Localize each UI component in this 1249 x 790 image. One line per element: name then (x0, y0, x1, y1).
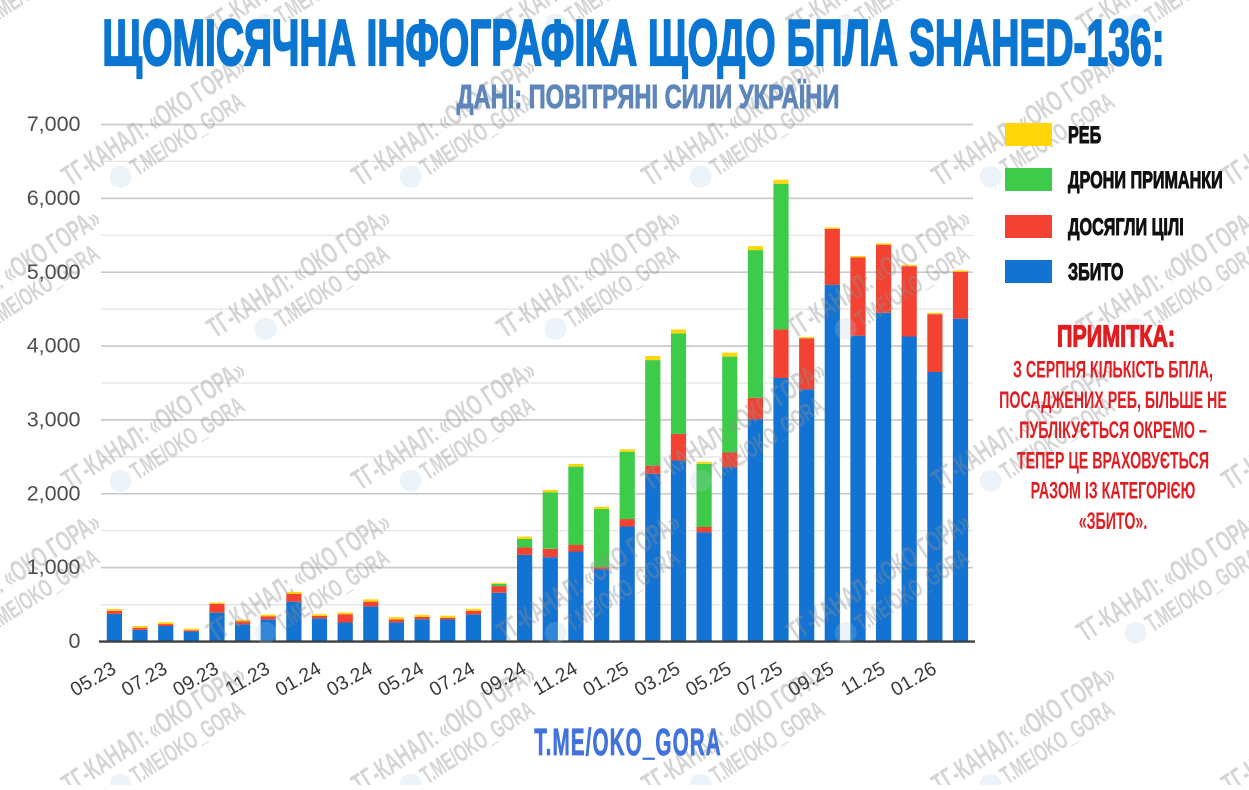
svg-text:7,000: 7,000 (27, 112, 81, 136)
svg-text:0: 0 (69, 629, 81, 653)
svg-text:ТЕПЕР ЦЕ ВРАХОВУЄТЬСЯ: ТЕПЕР ЦЕ ВРАХОВУЄТЬСЯ (1017, 448, 1209, 475)
svg-text:ПРИМІТКА:: ПРИМІТКА: (1057, 319, 1175, 354)
svg-text:ПУБЛІКУЄТЬСЯ ОКРЕМО –: ПУБЛІКУЄТЬСЯ ОКРЕМО – (1019, 417, 1207, 444)
svg-text:ДОСЯГЛИ ЦІЛІ: ДОСЯГЛИ ЦІЛІ (1068, 214, 1184, 241)
svg-text:4,000: 4,000 (27, 334, 81, 358)
svg-text:ЩОМІСЯЧНА ІНФОГРАФІКА ЩОДО БПЛ: ЩОМІСЯЧНА ІНФОГРАФІКА ЩОДО БПЛА SHAHED-1… (102, 7, 1164, 80)
svg-text:2,000: 2,000 (27, 481, 81, 505)
svg-text:1,000: 1,000 (27, 555, 81, 579)
svg-text:З СЕРПНЯ КІЛЬКІСТЬ БПЛА,: З СЕРПНЯ КІЛЬКІСТЬ БПЛА, (1013, 357, 1213, 384)
svg-text:РЕБ: РЕБ (1068, 122, 1101, 149)
svg-text:РАЗОМ ІЗ КАТЕГОРІЄЮ: РАЗОМ ІЗ КАТЕГОРІЄЮ (1031, 478, 1196, 505)
svg-text:ДАНІ: ПОВІТРЯНІ СИЛИ УКРАЇНИ: ДАНІ: ПОВІТРЯНІ СИЛИ УКРАЇНИ (457, 78, 840, 116)
svg-text:6,000: 6,000 (27, 186, 81, 210)
svg-text:5,000: 5,000 (27, 260, 81, 284)
svg-text:ДРОНИ ПРИМАНКИ: ДРОНИ ПРИМАНКИ (1068, 167, 1223, 194)
svg-text:T.ME/OKO_GORA: T.ME/OKO_GORA (534, 721, 722, 763)
svg-text:ПОСАДЖЕНИХ РЕБ, БІЛЬШЕ НЕ: ПОСАДЖЕНИХ РЕБ, БІЛЬШЕ НЕ (999, 387, 1227, 414)
svg-text:ЗБИТО: ЗБИТО (1068, 259, 1123, 286)
svg-text:«ЗБИТО».: «ЗБИТО». (1079, 508, 1148, 535)
svg-text:3,000: 3,000 (27, 408, 81, 432)
